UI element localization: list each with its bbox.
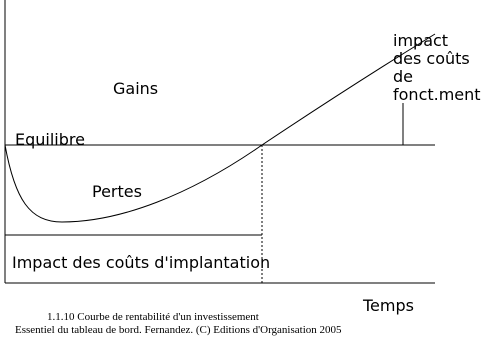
caption: Essentiel du tableau de bord. Fernandez.…: [15, 324, 342, 336]
impact-label: des coûts: [393, 49, 470, 68]
impact-label: fonct.ment: [393, 85, 481, 104]
time-label: Temps: [362, 296, 414, 315]
caption: 1.1.10 Courbe de rentabilité d'un invest…: [47, 311, 259, 323]
implantation-label: Impact des coûts d'implantation: [12, 253, 270, 272]
profit-curve: [4, 33, 436, 223]
gains-label: Gains: [113, 79, 158, 98]
impact-label: de: [393, 67, 413, 86]
impact-label: impact: [393, 31, 448, 50]
pertes-label: Pertes: [92, 182, 142, 201]
equilibre-label: Equilibre: [15, 130, 85, 149]
